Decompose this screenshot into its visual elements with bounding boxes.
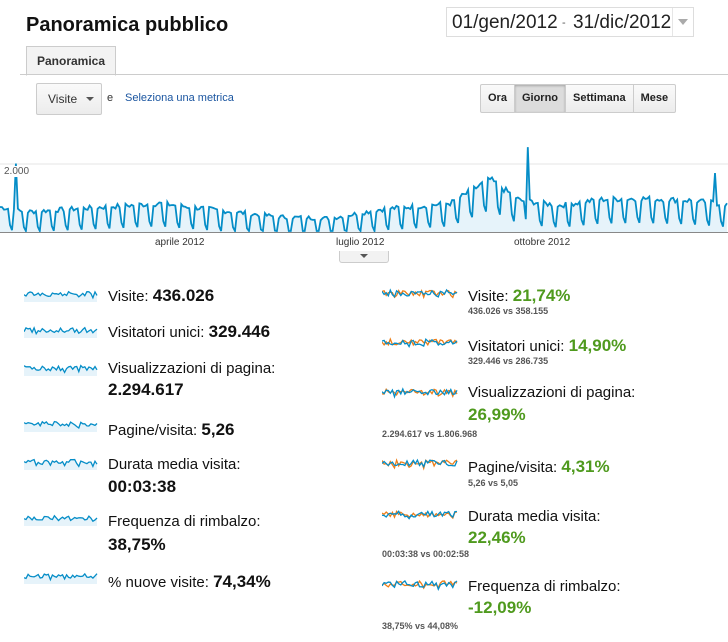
metric-change: 21,74% [512, 286, 571, 305]
compare-pageviews-label: Visualizzazioni di pagina: [468, 384, 636, 401]
date-start: 01/gen/2012 [452, 12, 558, 33]
series-area [0, 147, 727, 232]
date-range-picker[interactable]: 01/gen/2012 - 31/dic/2012 [446, 7, 694, 37]
y-tick-label: 2.000 [3, 166, 31, 177]
page-title: Panoramica pubblico [26, 14, 229, 36]
sparkline-line [382, 509, 458, 520]
summary-unique-visitors: Visitatori unici: 329.446 [108, 322, 270, 342]
compare-sparkline-visits [382, 288, 458, 300]
metric-change: 14,90% [568, 336, 627, 355]
compare-values: 329.446 vs 286.735 [468, 356, 549, 366]
sparkline-line [24, 364, 98, 374]
select-metric-link[interactable]: Seleziona una metrica [125, 92, 234, 104]
date-dropdown-button[interactable] [672, 8, 693, 36]
chevron-down-icon [360, 254, 368, 258]
sparkline-area [24, 421, 97, 432]
metric-select-label: Visite [48, 92, 78, 106]
sparkline-pageviews [24, 364, 98, 376]
metric-value: 436.026 [152, 286, 215, 305]
compare-sparkline-unique-visitors [382, 337, 458, 349]
compare-sparkline-bounce-rate [382, 579, 458, 592]
metric-label: Pagine/visita: [108, 422, 198, 439]
sparkline-line [382, 510, 458, 520]
granularity-month-button[interactable]: Mese [632, 84, 677, 113]
compare-values: 38,75% vs 44,08% [382, 621, 459, 631]
sparkline-line [24, 514, 98, 523]
x-tick-label: aprile 2012 [155, 237, 205, 248]
sparkline-line [24, 290, 98, 300]
compare-avg-duration-label: Durata media visita: [468, 508, 601, 525]
sparkline-area [24, 291, 97, 302]
sparkline-line [382, 458, 458, 471]
metric-label: Visite: [468, 288, 509, 305]
compare-avg-duration-change: 22,46% [468, 528, 526, 547]
chart-collapse-handle[interactable] [339, 251, 389, 263]
granularity-day-button[interactable]: Giorno [513, 84, 567, 113]
metric-label: Visitatori unici: [468, 338, 565, 355]
compare-values: 436.026 vs 358.155 [468, 306, 549, 316]
compare-pageviews-change: 26,99% [468, 405, 526, 424]
compare-visits: Visite: 21,74% [468, 286, 570, 306]
sparkline-unique-visitors [24, 326, 98, 338]
metric-select[interactable]: Visite [36, 83, 102, 115]
sparkline-line [382, 338, 458, 349]
chevron-down-icon [678, 19, 688, 25]
compare-sparkline-pageviews [382, 387, 458, 399]
compare-bounce-rate-change: -12,09% [468, 598, 532, 617]
sparkline-line [382, 288, 458, 298]
summary-bounce-rate-label: Frequenza di rimbalzo: [108, 513, 261, 530]
x-tick-label: ottobre 2012 [514, 237, 571, 248]
sparkline-new-visits [24, 572, 98, 584]
metric-value: 329.446 [208, 322, 271, 341]
summary-pages-per-visit: Pagine/visita: 5,26 [108, 420, 234, 440]
summary-avg-duration-label: Durata media visita: [108, 456, 241, 473]
tab-panoramica[interactable]: Panoramica [26, 46, 117, 76]
metric-label: Visite: [108, 288, 149, 305]
sparkline-bounce-rate [24, 514, 98, 526]
visits-line-chart [0, 147, 728, 233]
sparkline-line [24, 572, 98, 582]
summary-pageviews-label: Visualizzazioni di pagina: [108, 360, 276, 377]
tab-divider [20, 74, 728, 75]
sparkline-pages-per-visit [24, 420, 98, 432]
granularity-group: Ora Giorno Settimana Mese [480, 84, 677, 113]
granularity-hour-button[interactable]: Ora [480, 84, 515, 113]
metric-label: % nuove visite: [108, 574, 209, 591]
chevron-down-icon [86, 97, 94, 101]
sparkline-line [382, 580, 458, 592]
series-line [0, 147, 728, 233]
compare-sparkline-avg-duration [382, 509, 458, 520]
compare-values: 2.294.617 vs 1.806.968 [382, 429, 478, 439]
summary-new-visits: % nuove visite: 74,34% [108, 572, 271, 592]
summary-avg-duration-value: 00:03:38 [108, 477, 177, 496]
date-end: 31/dic/2012 [573, 12, 672, 33]
sparkline-line [24, 420, 98, 430]
metric-label: Pagine/visita: [468, 459, 558, 476]
compare-bounce-rate-label: Frequenza di rimbalzo: [468, 578, 621, 595]
and-label: e [107, 92, 114, 104]
summary-visits: Visite: 436.026 [108, 286, 214, 306]
metric-change: 4,31% [561, 457, 610, 476]
sparkline-line [24, 326, 98, 336]
metric-label: Visitatori unici: [108, 324, 205, 341]
sparkline-line [382, 387, 458, 399]
x-tick-label: luglio 2012 [336, 237, 385, 248]
compare-pages-per-visit: Pagine/visita: 4,31% [468, 457, 610, 477]
sparkline-avg-duration [24, 458, 98, 470]
metric-value: 5,26 [201, 420, 235, 439]
sparkline-line [24, 458, 98, 469]
summary-bounce-rate-value: 38,75% [108, 535, 166, 554]
sparkline-line [382, 458, 458, 469]
metric-value: 74,34% [213, 572, 271, 591]
compare-values: 00:03:38 vs 00:02:58 [382, 549, 470, 559]
summary-pageviews-value: 2.294.617 [108, 380, 184, 399]
compare-unique-visitors: Visitatori unici: 14,90% [468, 336, 626, 356]
date-separator: - [562, 17, 566, 29]
sparkline-visits [24, 290, 98, 302]
granularity-week-button[interactable]: Settimana [565, 84, 634, 113]
compare-sparkline-pages-per-visit [382, 458, 458, 471]
compare-values: 5,26 vs 5,05 [468, 478, 519, 488]
sparkline-area [24, 327, 97, 338]
